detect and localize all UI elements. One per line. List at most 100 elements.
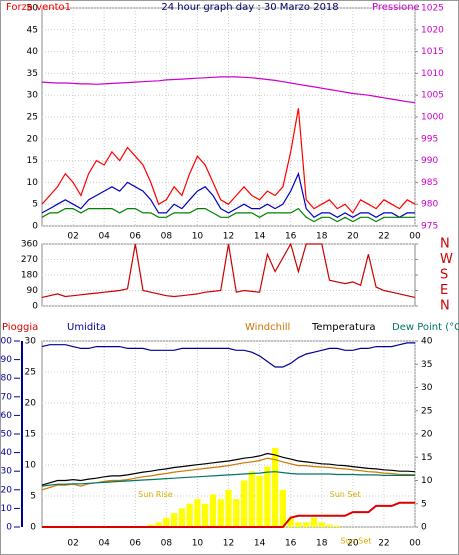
bar (272, 447, 279, 527)
y-tick-label: 35 (27, 69, 38, 79)
y3-tick-label: 20 (25, 399, 37, 409)
x-tick-label: 18 (316, 232, 328, 242)
y2-tick-label: 1020 (421, 25, 444, 35)
x-tick-label: 14 (254, 539, 266, 549)
y-tick-label: 10 (1, 504, 13, 514)
y2-tick-label: 980 (421, 200, 438, 210)
y2-tick-label: E (440, 283, 448, 298)
y2-tick-label: 40 (421, 337, 433, 347)
y2-tick-label: 25 (421, 406, 432, 416)
y2-tick-label: 0 (421, 523, 427, 533)
y2-tick-label: 35 (421, 360, 432, 370)
bar (318, 522, 325, 527)
y2-label: Pressione (372, 2, 420, 13)
legend-label: Dew Point (°C (392, 322, 459, 333)
x-tick-label: 00 (409, 539, 421, 549)
series-line (41, 242, 416, 298)
x-tick-label: 08 (161, 539, 173, 549)
series-line (41, 108, 416, 214)
x-tick-label: 18 (316, 539, 328, 549)
x-tick-label: 16 (285, 539, 297, 549)
bar (202, 503, 209, 527)
y2-tick-label: 995 (421, 134, 438, 144)
y2-tick-label: 985 (421, 178, 438, 188)
y2-tick-label: S (440, 268, 448, 283)
series-line (41, 471, 415, 487)
bar (155, 522, 162, 527)
x-tick-label: 02 (67, 539, 78, 549)
bar (194, 499, 201, 527)
legend-label: Temperatura (311, 322, 376, 333)
x-tick-label: 22 (378, 232, 389, 242)
y-tick-label: 90 (27, 286, 39, 296)
y-tick-label: 0 (32, 302, 38, 312)
y-tick-label: 100 (0, 337, 12, 347)
y2-tick-label: 10 (421, 476, 433, 486)
bar (334, 525, 341, 527)
bar (147, 524, 154, 527)
y-tick-label: 70 (1, 392, 13, 402)
y2-tick-label: 5 (421, 499, 427, 509)
y-tick-label: 30 (1, 467, 13, 477)
y-tick-label: 0 (32, 222, 38, 232)
y-tick-label: 20 (27, 134, 39, 144)
y2-tick-label: 1005 (421, 91, 444, 101)
y3-tick-label: 5 (30, 492, 36, 502)
x-tick-label: 08 (161, 232, 173, 242)
series-line (41, 207, 415, 223)
y2-tick-label: 20 (421, 430, 433, 440)
y-tick-label: 80 (1, 374, 13, 384)
y-label: Forza vento1 (6, 2, 71, 13)
y2-tick-label: 1025 (421, 4, 444, 14)
bar (170, 513, 178, 527)
bar (209, 494, 217, 527)
y-tick-label: 40 (1, 448, 13, 458)
y2-tick-label: N (440, 299, 450, 314)
y3-tick-label: 15 (25, 430, 36, 440)
series-line (42, 501, 415, 528)
y3-tick-label: 10 (25, 461, 37, 471)
y2-tick-label: 975 (421, 222, 438, 232)
x-tick-label: 04 (98, 232, 110, 242)
bar (163, 517, 170, 527)
series-line (41, 342, 415, 368)
x-tick-label: 06 (130, 232, 142, 242)
y3-tick-label: 25 (25, 368, 36, 378)
y-tick-label: 360 (21, 240, 38, 250)
y2-tick-label: 1000 (421, 113, 444, 123)
y-tick-label: 90 (1, 355, 13, 365)
bar (295, 522, 302, 527)
x-tick-label: 02 (67, 232, 78, 242)
bar (240, 480, 248, 527)
bar (233, 499, 240, 527)
y2-tick-label: W (440, 252, 453, 267)
y-tick-label: 30 (27, 91, 39, 101)
y3-tick-label: 0 (30, 523, 36, 533)
series-line (41, 457, 416, 491)
y-tick-label: 50 (27, 4, 39, 14)
x-tick-label: 00 (409, 232, 421, 242)
bar (186, 503, 193, 527)
x-tick-label: 20 (347, 539, 359, 549)
bar (264, 466, 271, 527)
bar (217, 499, 224, 527)
legend-label: Umidita (67, 322, 106, 333)
y-tick-label: 25 (27, 113, 38, 123)
y-tick-label: 270 (21, 255, 38, 265)
y-tick-label: 15 (27, 156, 38, 166)
bar (256, 475, 263, 527)
y-tick-label: 10 (27, 178, 39, 188)
bar (225, 489, 232, 527)
y2-tick-label: 990 (421, 156, 438, 166)
y-tick-label: 180 (21, 271, 38, 281)
y2-tick-label: 15 (421, 453, 432, 463)
legend-label: Pioggia (2, 322, 38, 333)
bar (178, 508, 185, 527)
series-line (41, 76, 416, 104)
x-tick-label: 16 (285, 232, 297, 242)
x-tick-label: 12 (223, 539, 234, 549)
x-tick-label: 04 (98, 539, 110, 549)
x-tick-label: 06 (130, 539, 142, 549)
